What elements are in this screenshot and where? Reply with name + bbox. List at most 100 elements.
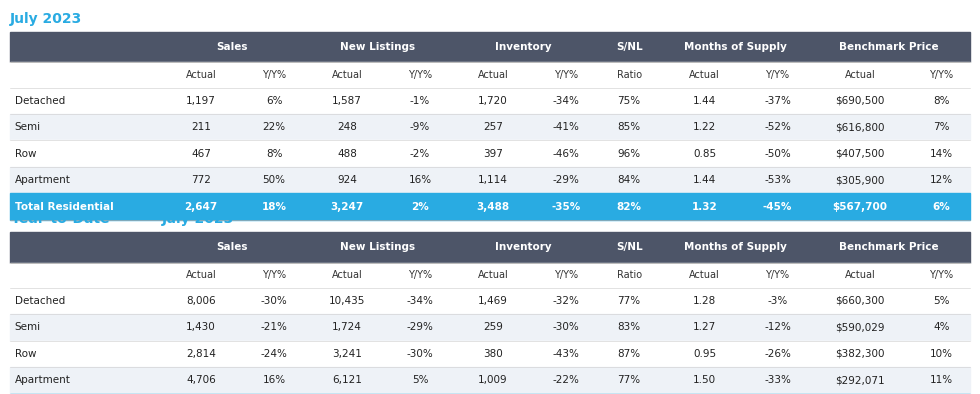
Text: -30%: -30% [407, 349, 433, 359]
Text: 10%: 10% [930, 349, 953, 359]
Text: 6,121: 6,121 [332, 375, 362, 385]
Text: -2%: -2% [410, 149, 430, 159]
Text: New Listings: New Listings [340, 242, 416, 252]
Text: $690,500: $690,500 [835, 96, 885, 106]
Text: 6%: 6% [932, 202, 950, 212]
Text: 83%: 83% [617, 322, 641, 333]
Text: 1,469: 1,469 [478, 296, 508, 306]
Text: Detached: Detached [15, 96, 65, 106]
Bar [10, 167, 970, 193]
Text: 2%: 2% [412, 202, 429, 212]
Text: 7%: 7% [933, 122, 950, 132]
Text: 1.32: 1.32 [692, 202, 717, 212]
Text: 2,647: 2,647 [184, 202, 218, 212]
Text: 1,197: 1,197 [186, 96, 217, 106]
Text: 8,006: 8,006 [186, 296, 216, 306]
Text: 488: 488 [337, 149, 357, 159]
Text: -9%: -9% [410, 122, 430, 132]
Bar [10, 314, 970, 341]
Text: Ratio: Ratio [616, 70, 642, 80]
Bar [10, 193, 970, 220]
Text: -12%: -12% [764, 322, 791, 333]
Text: S/NL: S/NL [615, 242, 643, 252]
Text: 6%: 6% [266, 96, 282, 106]
Text: Y/Y%: Y/Y% [929, 70, 954, 80]
Text: 22%: 22% [263, 122, 286, 132]
Text: 2,814: 2,814 [186, 349, 217, 359]
Text: -53%: -53% [764, 175, 791, 185]
Bar [10, 367, 970, 394]
Text: 84%: 84% [617, 175, 641, 185]
Text: 16%: 16% [263, 375, 286, 385]
Bar [159, 232, 970, 262]
Text: July 2023: July 2023 [162, 212, 234, 226]
Text: 8%: 8% [933, 96, 950, 106]
Text: Actual: Actual [689, 70, 720, 80]
Text: -21%: -21% [261, 322, 287, 333]
Text: 1.44: 1.44 [693, 175, 716, 185]
Text: 467: 467 [191, 149, 211, 159]
Text: 1,720: 1,720 [478, 96, 508, 106]
Text: 3,241: 3,241 [332, 349, 362, 359]
Text: Y/Y%: Y/Y% [408, 70, 432, 80]
Text: 924: 924 [337, 175, 357, 185]
Text: 1,430: 1,430 [186, 322, 216, 333]
Bar [10, 262, 970, 288]
Text: -37%: -37% [764, 96, 791, 106]
Text: July 2023: July 2023 [10, 12, 82, 26]
Text: Row: Row [15, 349, 36, 359]
Text: -29%: -29% [407, 322, 433, 333]
Text: 1.28: 1.28 [693, 296, 716, 306]
Bar [10, 141, 970, 167]
Text: Y/Y%: Y/Y% [554, 70, 578, 80]
Text: 772: 772 [191, 175, 211, 185]
Text: -34%: -34% [407, 296, 433, 306]
Text: -26%: -26% [764, 349, 791, 359]
Text: 11%: 11% [930, 375, 953, 385]
Text: Total Residential: Total Residential [15, 202, 114, 212]
Text: Actual: Actual [477, 270, 509, 280]
Text: 1,009: 1,009 [478, 375, 508, 385]
Text: Y/Y%: Y/Y% [765, 70, 790, 80]
Text: $407,500: $407,500 [835, 149, 885, 159]
Text: Inventory: Inventory [495, 242, 552, 252]
Text: 96%: 96% [617, 149, 641, 159]
Text: $660,300: $660,300 [835, 296, 885, 306]
Text: -52%: -52% [764, 122, 791, 132]
Text: 4,706: 4,706 [186, 375, 216, 385]
Text: -22%: -22% [553, 375, 579, 385]
Text: 10,435: 10,435 [329, 296, 366, 306]
Text: 12%: 12% [930, 175, 953, 185]
Text: 211: 211 [191, 122, 211, 132]
Text: Benchmark Price: Benchmark Price [839, 42, 939, 52]
Text: Actual: Actual [845, 270, 875, 280]
Text: Actual: Actual [477, 70, 509, 80]
Text: 8%: 8% [266, 149, 282, 159]
Text: -30%: -30% [553, 322, 579, 333]
Text: Y/Y%: Y/Y% [929, 270, 954, 280]
Text: $590,029: $590,029 [835, 322, 885, 333]
Text: Y/Y%: Y/Y% [408, 270, 432, 280]
Bar [10, 32, 159, 62]
Text: Ratio: Ratio [616, 270, 642, 280]
Text: Detached: Detached [15, 296, 65, 306]
Text: Actual: Actual [689, 270, 720, 280]
Text: Actual: Actual [186, 270, 217, 280]
Text: $382,300: $382,300 [835, 349, 885, 359]
Text: 1.44: 1.44 [693, 96, 716, 106]
Text: Benchmark Price: Benchmark Price [839, 242, 939, 252]
Text: -3%: -3% [767, 296, 788, 306]
Text: Actual: Actual [186, 70, 217, 80]
Text: 5%: 5% [933, 296, 950, 306]
Text: 18%: 18% [262, 202, 286, 212]
Text: Semi: Semi [15, 122, 41, 132]
Text: -34%: -34% [553, 96, 579, 106]
Text: 77%: 77% [617, 375, 641, 385]
Text: Row: Row [15, 149, 36, 159]
Text: 259: 259 [483, 322, 503, 333]
Text: -29%: -29% [553, 175, 579, 185]
Text: 14%: 14% [930, 149, 953, 159]
Text: 1,114: 1,114 [478, 175, 508, 185]
Bar [10, 232, 159, 262]
Text: Months of Supply: Months of Supply [683, 242, 786, 252]
